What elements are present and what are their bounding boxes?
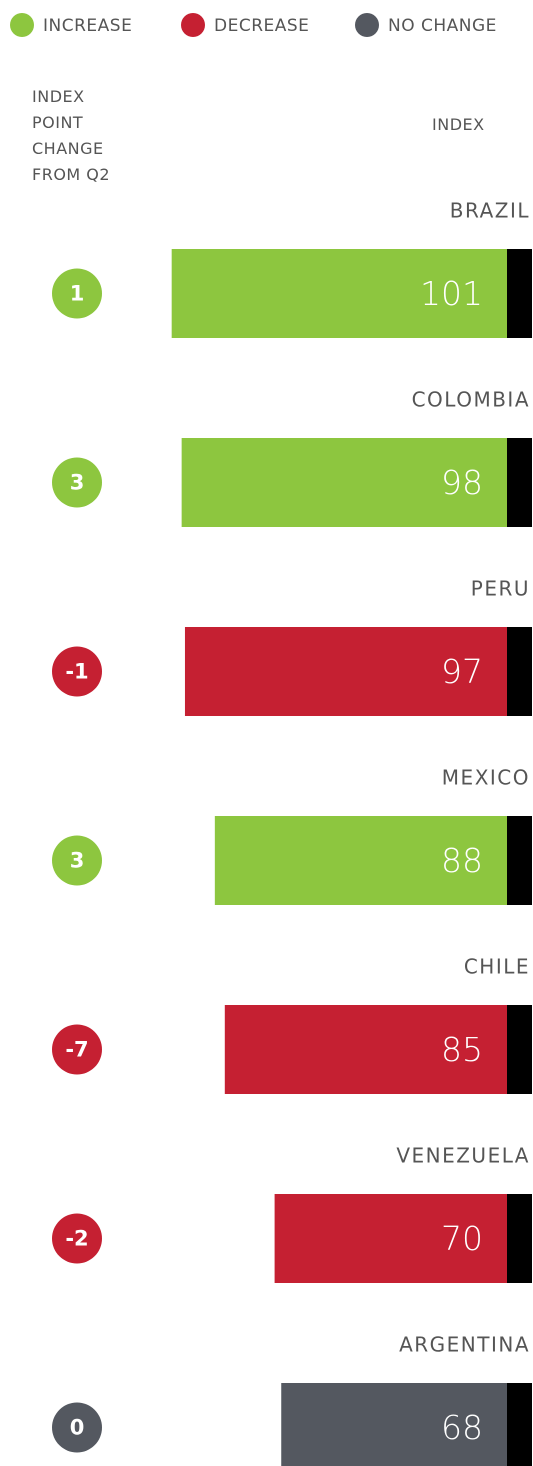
change-label: 0 [70,1416,85,1440]
bar-cap [507,816,532,905]
change-label: -1 [65,660,88,684]
change-label: 3 [70,471,85,495]
legend-label: DECREASE [214,16,309,36]
bar [184,627,507,716]
change-badge [52,1024,102,1075]
legend-label: INCREASE [43,16,132,36]
change-label: 3 [70,849,85,873]
bar-cap [507,1194,532,1283]
category-label: BRAZIL [450,199,530,223]
value-label: 70 [441,1219,483,1258]
legend-swatch [355,13,379,37]
change-label: -7 [65,1038,88,1062]
change-label: 1 [70,282,85,306]
bar [274,1194,507,1283]
value-label: 88 [441,841,483,880]
legend-swatch [10,13,34,37]
change-badge [52,1402,102,1453]
bar-cap [507,1383,532,1466]
category-label: PERU [471,577,530,601]
value-label: 68 [441,1408,483,1447]
bar [281,1383,507,1466]
change-badge [52,835,102,886]
change-badge [52,646,102,697]
bar [171,249,507,338]
category-label: ARGENTINA [399,1333,530,1357]
category-label: CHILE [464,955,530,979]
category-label: VENEZUELA [396,1144,530,1168]
category-label: COLOMBIA [412,388,530,412]
legend-swatch [181,13,205,37]
index-header: INDEX [432,115,485,134]
value-label: 98 [441,463,483,502]
change-badge [52,457,102,508]
bar-cap [507,249,532,338]
bar-cap [507,438,532,527]
change-header: INDEX POINT CHANGE FROM Q2 [32,87,111,184]
bar [224,1005,508,1094]
bar-cap [507,627,532,716]
bar [214,816,507,905]
change-badge [52,268,102,319]
change-label: -2 [65,1227,88,1251]
change-badge [52,1213,102,1264]
legend-label: NO CHANGE [388,16,497,36]
value-label: 101 [420,274,483,313]
bar-cap [507,1005,532,1094]
bar [181,438,507,527]
value-label: 85 [441,1030,483,1069]
value-label: 97 [441,652,483,691]
category-label: MEXICO [442,766,530,790]
